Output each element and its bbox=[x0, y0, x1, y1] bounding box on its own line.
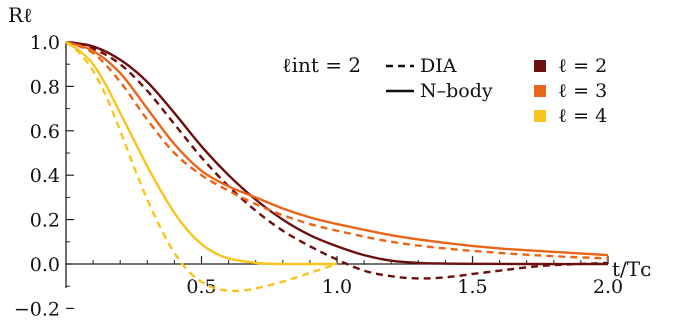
x-tick-label: 1.0 bbox=[322, 276, 352, 298]
annotation-lint: ℓint = 2 bbox=[282, 53, 361, 77]
series-line-l3-nbody bbox=[65, 40, 609, 257]
y-tick-label: 0.4 bbox=[30, 165, 60, 187]
y-axis-title: Rℓ bbox=[8, 3, 33, 27]
legend-color-swatch bbox=[534, 110, 546, 122]
legend-color-swatch bbox=[534, 60, 546, 72]
y-tick-label: 0.2 bbox=[30, 210, 60, 232]
y-tick-label: 0.0 bbox=[30, 254, 60, 276]
legend-series-label: ℓ = 4 bbox=[558, 105, 607, 127]
legend-series-label: ℓ = 2 bbox=[558, 55, 607, 77]
legend-linestyle-label: DIA bbox=[420, 55, 457, 77]
series-line-l2-nbody bbox=[65, 40, 609, 266]
series-line-l4-dia bbox=[65, 41, 338, 293]
y-tick-label: 1.0 bbox=[30, 32, 60, 54]
legend-linestyle-label: N–body bbox=[420, 80, 493, 102]
x-axis-title: t/Tᴄ bbox=[612, 257, 651, 281]
x-tick-label: 1.5 bbox=[457, 276, 487, 298]
y-tick-label: 0.8 bbox=[30, 76, 60, 98]
series-line-l4-nbody bbox=[65, 40, 337, 266]
legend-series-label: ℓ = 3 bbox=[558, 80, 607, 102]
legend-color-swatch bbox=[534, 85, 546, 97]
series-line-l3-dia bbox=[65, 40, 609, 260]
x-tick-label: 0.5 bbox=[186, 276, 216, 298]
x-tick-label: 2.0 bbox=[593, 276, 623, 298]
y-tick-label: −0.2 bbox=[14, 298, 60, 320]
series-line-l2-dia bbox=[65, 40, 609, 280]
y-tick-label: 0.6 bbox=[30, 121, 60, 143]
